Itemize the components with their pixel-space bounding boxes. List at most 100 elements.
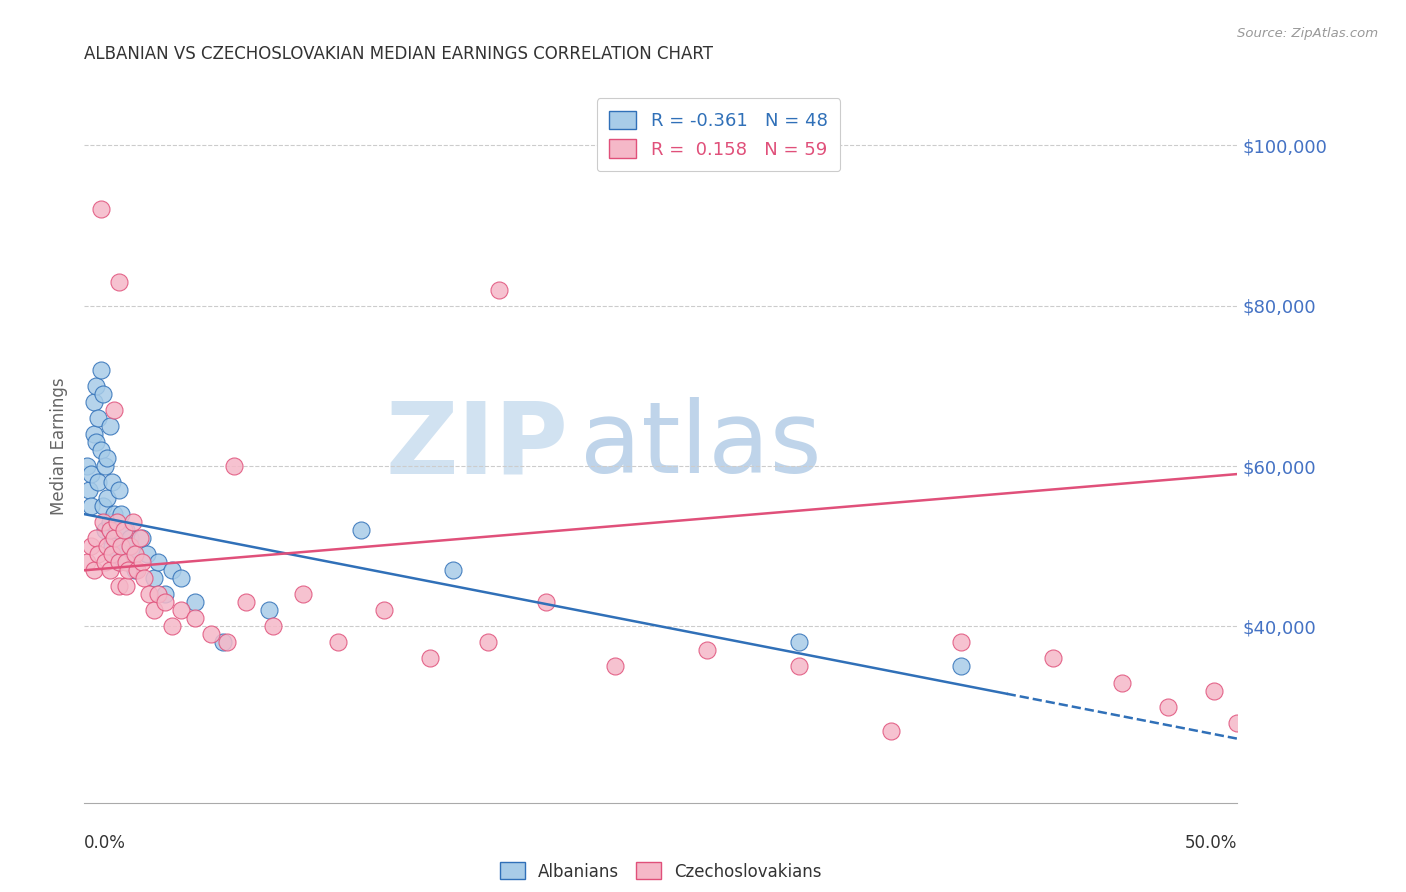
Point [108, 579, 131, 593]
Point [115, 523, 138, 537]
Point [170, 571, 193, 585]
Point [89, 363, 111, 377]
Point [83, 563, 105, 577]
Point [101, 539, 124, 553]
Point [1204, 683, 1226, 698]
Point [112, 523, 135, 537]
Point [121, 515, 143, 529]
Point [124, 563, 146, 577]
Point [98, 523, 121, 537]
Point [89, 202, 111, 217]
Point [211, 635, 233, 649]
Point [880, 723, 903, 738]
Point [127, 563, 149, 577]
Point [108, 483, 131, 497]
Point [696, 643, 718, 657]
Point [96, 450, 118, 465]
Point [184, 595, 207, 609]
Point [94, 458, 117, 473]
Point [787, 635, 810, 649]
Point [84, 379, 107, 393]
Text: atlas: atlas [581, 398, 821, 494]
Point [80, 467, 103, 481]
Point [787, 659, 810, 673]
Point [153, 587, 176, 601]
Point [200, 627, 222, 641]
Point [124, 547, 146, 561]
Point [1042, 651, 1064, 665]
Point [1111, 675, 1133, 690]
Point [235, 595, 257, 609]
Point [121, 547, 143, 561]
Point [103, 507, 125, 521]
Point [110, 507, 132, 521]
Point [1226, 715, 1249, 730]
Point [91, 515, 114, 529]
Text: Source: ZipAtlas.com: Source: ZipAtlas.com [1237, 27, 1378, 40]
Point [441, 563, 464, 577]
Point [80, 499, 103, 513]
Point [80, 539, 103, 553]
Point [128, 531, 150, 545]
Point [419, 651, 441, 665]
Point [350, 523, 373, 537]
Point [87, 475, 110, 489]
Point [488, 283, 510, 297]
Point [217, 635, 239, 649]
Point [96, 491, 118, 505]
Point [76, 458, 98, 473]
Point [103, 531, 125, 545]
Point [117, 563, 139, 577]
Point [108, 275, 131, 289]
Point [224, 458, 246, 473]
Text: 0.0%: 0.0% [84, 834, 127, 852]
Point [105, 523, 128, 537]
Point [131, 555, 153, 569]
Point [115, 579, 138, 593]
Point [117, 555, 139, 569]
Point [77, 483, 100, 497]
Point [76, 555, 98, 569]
Point [108, 555, 131, 569]
Point [84, 531, 107, 545]
Point [98, 419, 121, 434]
Point [94, 523, 117, 537]
Point [83, 395, 105, 409]
Point [170, 603, 193, 617]
Point [326, 635, 349, 649]
Text: 50.0%: 50.0% [1185, 834, 1237, 852]
Point [98, 563, 121, 577]
Y-axis label: Median Earnings: Median Earnings [51, 377, 69, 515]
Point [142, 603, 165, 617]
Point [91, 499, 114, 513]
Legend: R = -0.361   N = 48, R =  0.158   N = 59: R = -0.361 N = 48, R = 0.158 N = 59 [596, 98, 841, 171]
Point [108, 555, 131, 569]
Point [1157, 699, 1180, 714]
Point [257, 603, 280, 617]
Point [534, 595, 557, 609]
Point [115, 555, 138, 569]
Point [94, 555, 117, 569]
Point [87, 547, 110, 561]
Point [146, 555, 169, 569]
Point [292, 587, 315, 601]
Point [134, 571, 156, 585]
Point [84, 435, 107, 450]
Point [91, 387, 114, 401]
Point [101, 547, 124, 561]
Point [110, 539, 132, 553]
Point [89, 442, 111, 457]
Point [131, 531, 153, 545]
Point [477, 635, 499, 649]
Point [262, 619, 284, 633]
Point [87, 411, 110, 425]
Point [160, 563, 183, 577]
Point [120, 531, 142, 545]
Point [603, 659, 626, 673]
Point [135, 547, 157, 561]
Point [138, 587, 160, 601]
Point [120, 539, 142, 553]
Point [373, 603, 395, 617]
Point [103, 403, 125, 417]
Point [142, 571, 165, 585]
